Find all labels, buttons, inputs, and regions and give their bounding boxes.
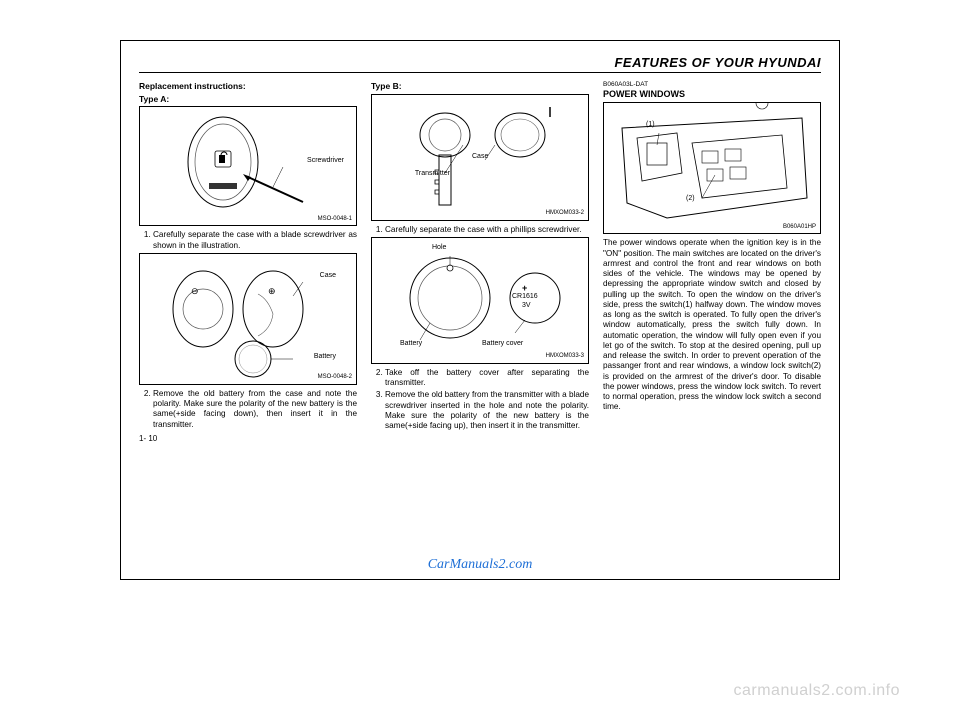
power-windows-title: POWER WINDOWS xyxy=(603,89,821,100)
callout-1: (1) xyxy=(646,121,655,130)
page-header: FEATURES OF YOUR HYUNDAI xyxy=(139,55,821,73)
battery-label-a: Battery xyxy=(314,353,336,362)
type-b-steps-1: Carefully separate the case with a phill… xyxy=(371,225,589,235)
figure-type-b-2: Hole + CR1616 3V Battery Battery cover H… xyxy=(371,237,589,364)
type-b-step1: Carefully separate the case with a phill… xyxy=(385,225,589,235)
replacement-title: Replacement instructions: xyxy=(139,81,357,92)
manual-page: FEATURES OF YOUR HYUNDAI Replacement ins… xyxy=(120,40,840,580)
cell-text1: CR1616 xyxy=(512,293,538,302)
figure-type-a-2: ⊖ ⊕ Case Battery MSO-0048-2 xyxy=(139,253,357,385)
svg-text:⊖: ⊖ xyxy=(191,286,199,296)
power-windows-body: The power windows operate when the ignit… xyxy=(603,238,821,412)
type-b-step3: Remove the old battery from the transmit… xyxy=(385,390,589,431)
column-2: Type B: Case Tr xyxy=(371,81,589,444)
screwdriver-label: Screwdriver xyxy=(307,157,344,166)
figure-power-windows: (1) (2) B060A01HP xyxy=(603,102,821,234)
svg-text:⊕: ⊕ xyxy=(268,286,276,296)
battery-label-b: Battery xyxy=(400,340,422,349)
hole-label: Hole xyxy=(432,244,446,253)
footer-watermark: carmanuals2.com.info xyxy=(733,682,900,700)
fig1-code: MSO-0048-1 xyxy=(318,216,354,225)
column-3: B060A03L-DAT POWER WINDOWS xyxy=(603,81,821,444)
figure-type-b-1: Case Transmitter HMXOM033-2 xyxy=(371,94,589,221)
content-columns: Replacement instructions: Type A: Screw xyxy=(139,81,821,444)
fig3-code: HMXOM033-2 xyxy=(546,210,586,219)
type-a-step2: Remove the old battery from the case and… xyxy=(153,389,357,430)
type-b-label: Type B: xyxy=(371,81,589,92)
case-label-a: Case xyxy=(320,272,336,281)
fig2-code: MSO-0048-2 xyxy=(318,374,354,383)
type-b-steps-2: Take off the battery cover after separat… xyxy=(371,368,589,432)
cell-text2: 3V xyxy=(522,302,531,311)
section-code: B060A03L-DAT xyxy=(603,81,821,89)
case-label-b: Case xyxy=(472,153,488,162)
transmitter-label: Transmitter xyxy=(400,170,450,179)
figure-type-a-1: Screwdriver MSO-0048-1 xyxy=(139,106,357,226)
type-a-step1: Carefully separate the case with a blade… xyxy=(153,230,357,251)
carmanuals-watermark: CarManuals2.com xyxy=(428,557,533,573)
column-1: Replacement instructions: Type A: Screw xyxy=(139,81,357,444)
type-a-steps-1: Carefully separate the case with a blade… xyxy=(139,230,357,251)
fig-pw-code: B060A01HP xyxy=(783,224,818,233)
callout-2: (2) xyxy=(686,195,695,204)
type-a-label: Type A: xyxy=(139,94,357,105)
page-number: 1- 10 xyxy=(139,434,357,444)
cover-label: Battery cover xyxy=(482,340,523,349)
fig4-code: HMXOM033-3 xyxy=(546,353,586,362)
type-b-step2: Take off the battery cover after separat… xyxy=(385,368,589,389)
type-a-steps-2: Remove the old battery from the case and… xyxy=(139,389,357,430)
